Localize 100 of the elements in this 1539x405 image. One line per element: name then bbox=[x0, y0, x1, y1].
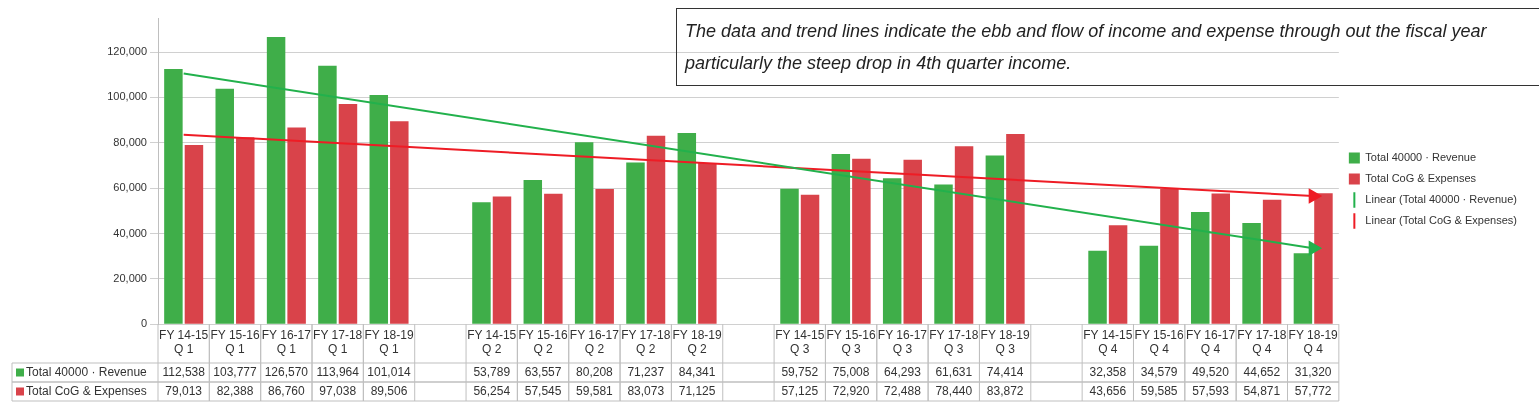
y-tick-label: 0 bbox=[140, 317, 147, 330]
text: Total CoG & Expenses bbox=[26, 383, 147, 398]
data-label: 83,073 bbox=[627, 383, 665, 398]
bar bbox=[1242, 222, 1261, 324]
bar bbox=[266, 37, 286, 324]
data-label: 34,579 bbox=[1140, 364, 1178, 379]
data-label: 79,013 bbox=[165, 383, 203, 398]
data-label: 101,014 bbox=[367, 364, 412, 379]
data-label: 57,593 bbox=[1192, 383, 1230, 398]
data-label: 57,772 bbox=[1294, 383, 1332, 398]
data-label: 103,777 bbox=[213, 364, 258, 379]
data-label: 44,652 bbox=[1243, 364, 1281, 379]
data-label: 53,789 bbox=[473, 364, 511, 379]
x-tick-label: FY 18-19 Q 3 bbox=[980, 327, 1031, 357]
x-tick-label: FY 17-18 Q 4 bbox=[1237, 327, 1287, 357]
bar bbox=[1139, 245, 1159, 324]
y-tick-label: 60,000 bbox=[113, 181, 147, 194]
x-tick-label: FY 18-19 Q 1 bbox=[364, 327, 414, 357]
data-label: 78,440 bbox=[935, 383, 973, 398]
data-label: 86,760 bbox=[268, 383, 306, 398]
bar bbox=[852, 158, 871, 324]
text: Total 40000 · Revenue bbox=[1365, 151, 1477, 164]
bar bbox=[492, 196, 512, 324]
x-tick-label: FY 16-17 Q 1 bbox=[261, 327, 312, 357]
bar bbox=[318, 65, 337, 324]
bar bbox=[1160, 189, 1179, 324]
y-tick-label: 80,000 bbox=[113, 135, 147, 148]
data-label: 89,506 bbox=[370, 383, 408, 398]
data-label: 74,414 bbox=[986, 364, 1024, 379]
bar bbox=[164, 68, 183, 324]
bar bbox=[626, 162, 645, 324]
data-label: 54,871 bbox=[1243, 383, 1281, 398]
data-label: 72,488 bbox=[884, 383, 922, 398]
bar bbox=[646, 135, 666, 324]
bar bbox=[800, 194, 820, 324]
bar bbox=[574, 142, 594, 324]
bar bbox=[287, 127, 306, 324]
x-tick-label: FY 17-18 Q 2 bbox=[621, 327, 671, 357]
bar bbox=[1293, 253, 1313, 324]
y-tick-label: 20,000 bbox=[113, 271, 147, 284]
bar bbox=[215, 88, 234, 324]
data-label: 32,358 bbox=[1089, 364, 1127, 379]
x-tick-label: FY 15-16 Q 4 bbox=[1134, 327, 1185, 357]
legend-label: Total CoG & Expenses bbox=[1365, 172, 1477, 185]
x-tick-label: FY 16-17 Q 2 bbox=[569, 327, 620, 357]
x-tick-label: FY 17-18 Q 3 bbox=[929, 327, 979, 357]
x-tick-label: FY 16-17 Q 3 bbox=[877, 327, 928, 357]
bar bbox=[338, 104, 358, 324]
legend-label: Linear (Total 40000 · Revenue) bbox=[1365, 193, 1518, 206]
x-tick-label: FY 16-17 Q 4 bbox=[1185, 327, 1236, 357]
x-tick-label: FY 15-16 Q 2 bbox=[518, 327, 568, 357]
data-label: 57,545 bbox=[524, 383, 562, 398]
bar bbox=[934, 184, 953, 324]
bar bbox=[677, 132, 697, 324]
x-tick-label: FY 15-16 Q 1 bbox=[210, 327, 260, 357]
annotation: The data and trend lines indicate the ebb and flow of income and expense through out the fiscal year particularly the steep drop in 4th quarter income. bbox=[676, 8, 1539, 86]
data-label: 61,631 bbox=[935, 364, 973, 379]
data-label: 59,581 bbox=[576, 383, 614, 398]
bar bbox=[985, 155, 1005, 324]
data-label: 75,008 bbox=[832, 364, 870, 379]
bar bbox=[472, 202, 491, 324]
bar bbox=[1190, 211, 1210, 324]
data-label: 71,237 bbox=[627, 364, 665, 379]
y-tick-label: 100,000 bbox=[107, 90, 147, 103]
data-label: 31,320 bbox=[1294, 364, 1332, 379]
x-tick-label: FY 14-15 Q 1 bbox=[159, 327, 209, 357]
bar bbox=[236, 137, 255, 324]
bar bbox=[1262, 199, 1282, 324]
bar bbox=[390, 121, 409, 324]
bar bbox=[882, 178, 902, 324]
x-tick-label: FY 18-19 Q 2 bbox=[672, 327, 722, 357]
data-label: 113,964 bbox=[316, 364, 360, 379]
x-tick-label: FY 14-15 Q 3 bbox=[775, 327, 825, 357]
data-label: 83,872 bbox=[986, 383, 1024, 398]
bar bbox=[1108, 225, 1128, 324]
data-label: 126,570 bbox=[264, 364, 309, 379]
data-label: 97,038 bbox=[319, 383, 357, 398]
data-label: 84,341 bbox=[678, 364, 716, 379]
data-label: 82,388 bbox=[216, 383, 254, 398]
y-tick-label: 40,000 bbox=[113, 226, 147, 239]
bar bbox=[595, 189, 614, 324]
bar bbox=[184, 144, 204, 324]
data-label: 63,557 bbox=[524, 364, 562, 379]
bar bbox=[954, 146, 974, 324]
x-tick-label: FY 17-18 Q 1 bbox=[313, 327, 363, 357]
data-label: 80,208 bbox=[576, 364, 614, 379]
bar bbox=[523, 180, 543, 324]
x-tick-label: FY 15-16 Q 3 bbox=[826, 327, 876, 357]
legend-label: Total 40000 · Revenue bbox=[26, 364, 148, 379]
bar bbox=[544, 193, 563, 324]
bar bbox=[831, 154, 851, 324]
x-tick-label: FY 14-15 Q 4 bbox=[1083, 327, 1133, 357]
data-label: 64,293 bbox=[884, 364, 922, 379]
data-label: 56,254 bbox=[473, 383, 511, 398]
data-label: 71,125 bbox=[678, 383, 716, 398]
bar bbox=[1211, 193, 1231, 324]
bar bbox=[780, 188, 799, 324]
bar bbox=[903, 159, 922, 324]
bar bbox=[698, 162, 717, 324]
data-label: 43,656 bbox=[1089, 383, 1127, 398]
